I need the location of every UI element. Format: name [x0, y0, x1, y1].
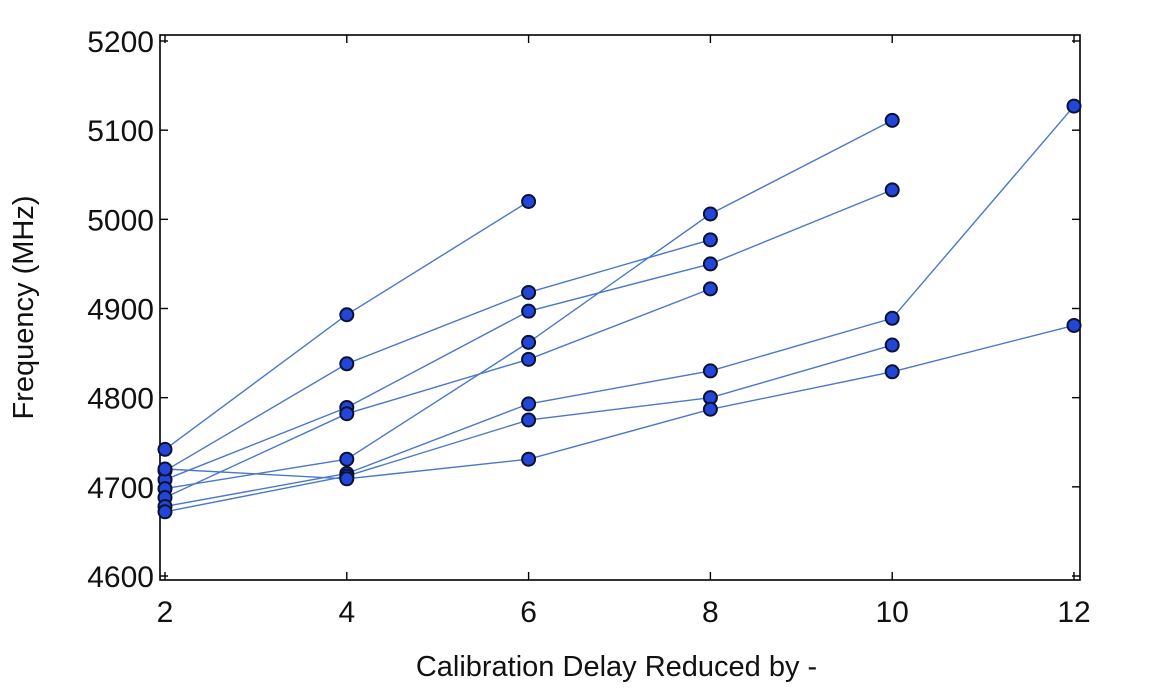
x-tick-label: 2 — [157, 596, 174, 629]
y-tick-label: 5100 — [87, 115, 154, 148]
data-point — [522, 413, 535, 426]
data-point — [522, 397, 535, 410]
x-tick-label: 10 — [876, 596, 909, 629]
data-point — [340, 308, 353, 321]
data-point — [1068, 100, 1081, 113]
y-tick-label: 4900 — [87, 294, 154, 327]
y-tick-label: 4600 — [87, 561, 154, 594]
data-point — [886, 114, 899, 127]
data-point — [159, 505, 172, 518]
data-point — [704, 257, 717, 270]
x-tick-label: 8 — [702, 596, 719, 629]
data-point — [522, 336, 535, 349]
data-point — [522, 286, 535, 299]
data-point — [704, 207, 717, 220]
data-point — [522, 353, 535, 366]
data-point — [886, 312, 899, 325]
data-point — [886, 183, 899, 196]
x-tick-label: 6 — [520, 596, 537, 629]
data-point — [159, 443, 172, 456]
data-point — [704, 282, 717, 295]
y-tick-label: 4700 — [87, 472, 154, 505]
data-point — [159, 463, 172, 476]
y-axis-title: Frequency (MHz) — [8, 196, 40, 420]
x-tick-label: 12 — [1057, 596, 1090, 629]
y-tick-label: 4800 — [87, 383, 154, 416]
y-tick-label: 5200 — [87, 26, 154, 59]
data-point — [1068, 319, 1081, 332]
data-point — [522, 195, 535, 208]
data-point — [522, 453, 535, 466]
data-point — [704, 233, 717, 246]
data-point — [340, 472, 353, 485]
data-point — [886, 365, 899, 378]
y-tick-label: 5000 — [87, 204, 154, 237]
data-point — [340, 407, 353, 420]
x-axis-title: Calibration Delay Reduced by - — [416, 651, 817, 683]
data-point — [886, 339, 899, 352]
data-point — [522, 305, 535, 318]
data-point — [704, 403, 717, 416]
data-point — [340, 453, 353, 466]
x-tick-label: 4 — [338, 596, 355, 629]
data-point — [340, 357, 353, 370]
data-point — [704, 364, 717, 377]
